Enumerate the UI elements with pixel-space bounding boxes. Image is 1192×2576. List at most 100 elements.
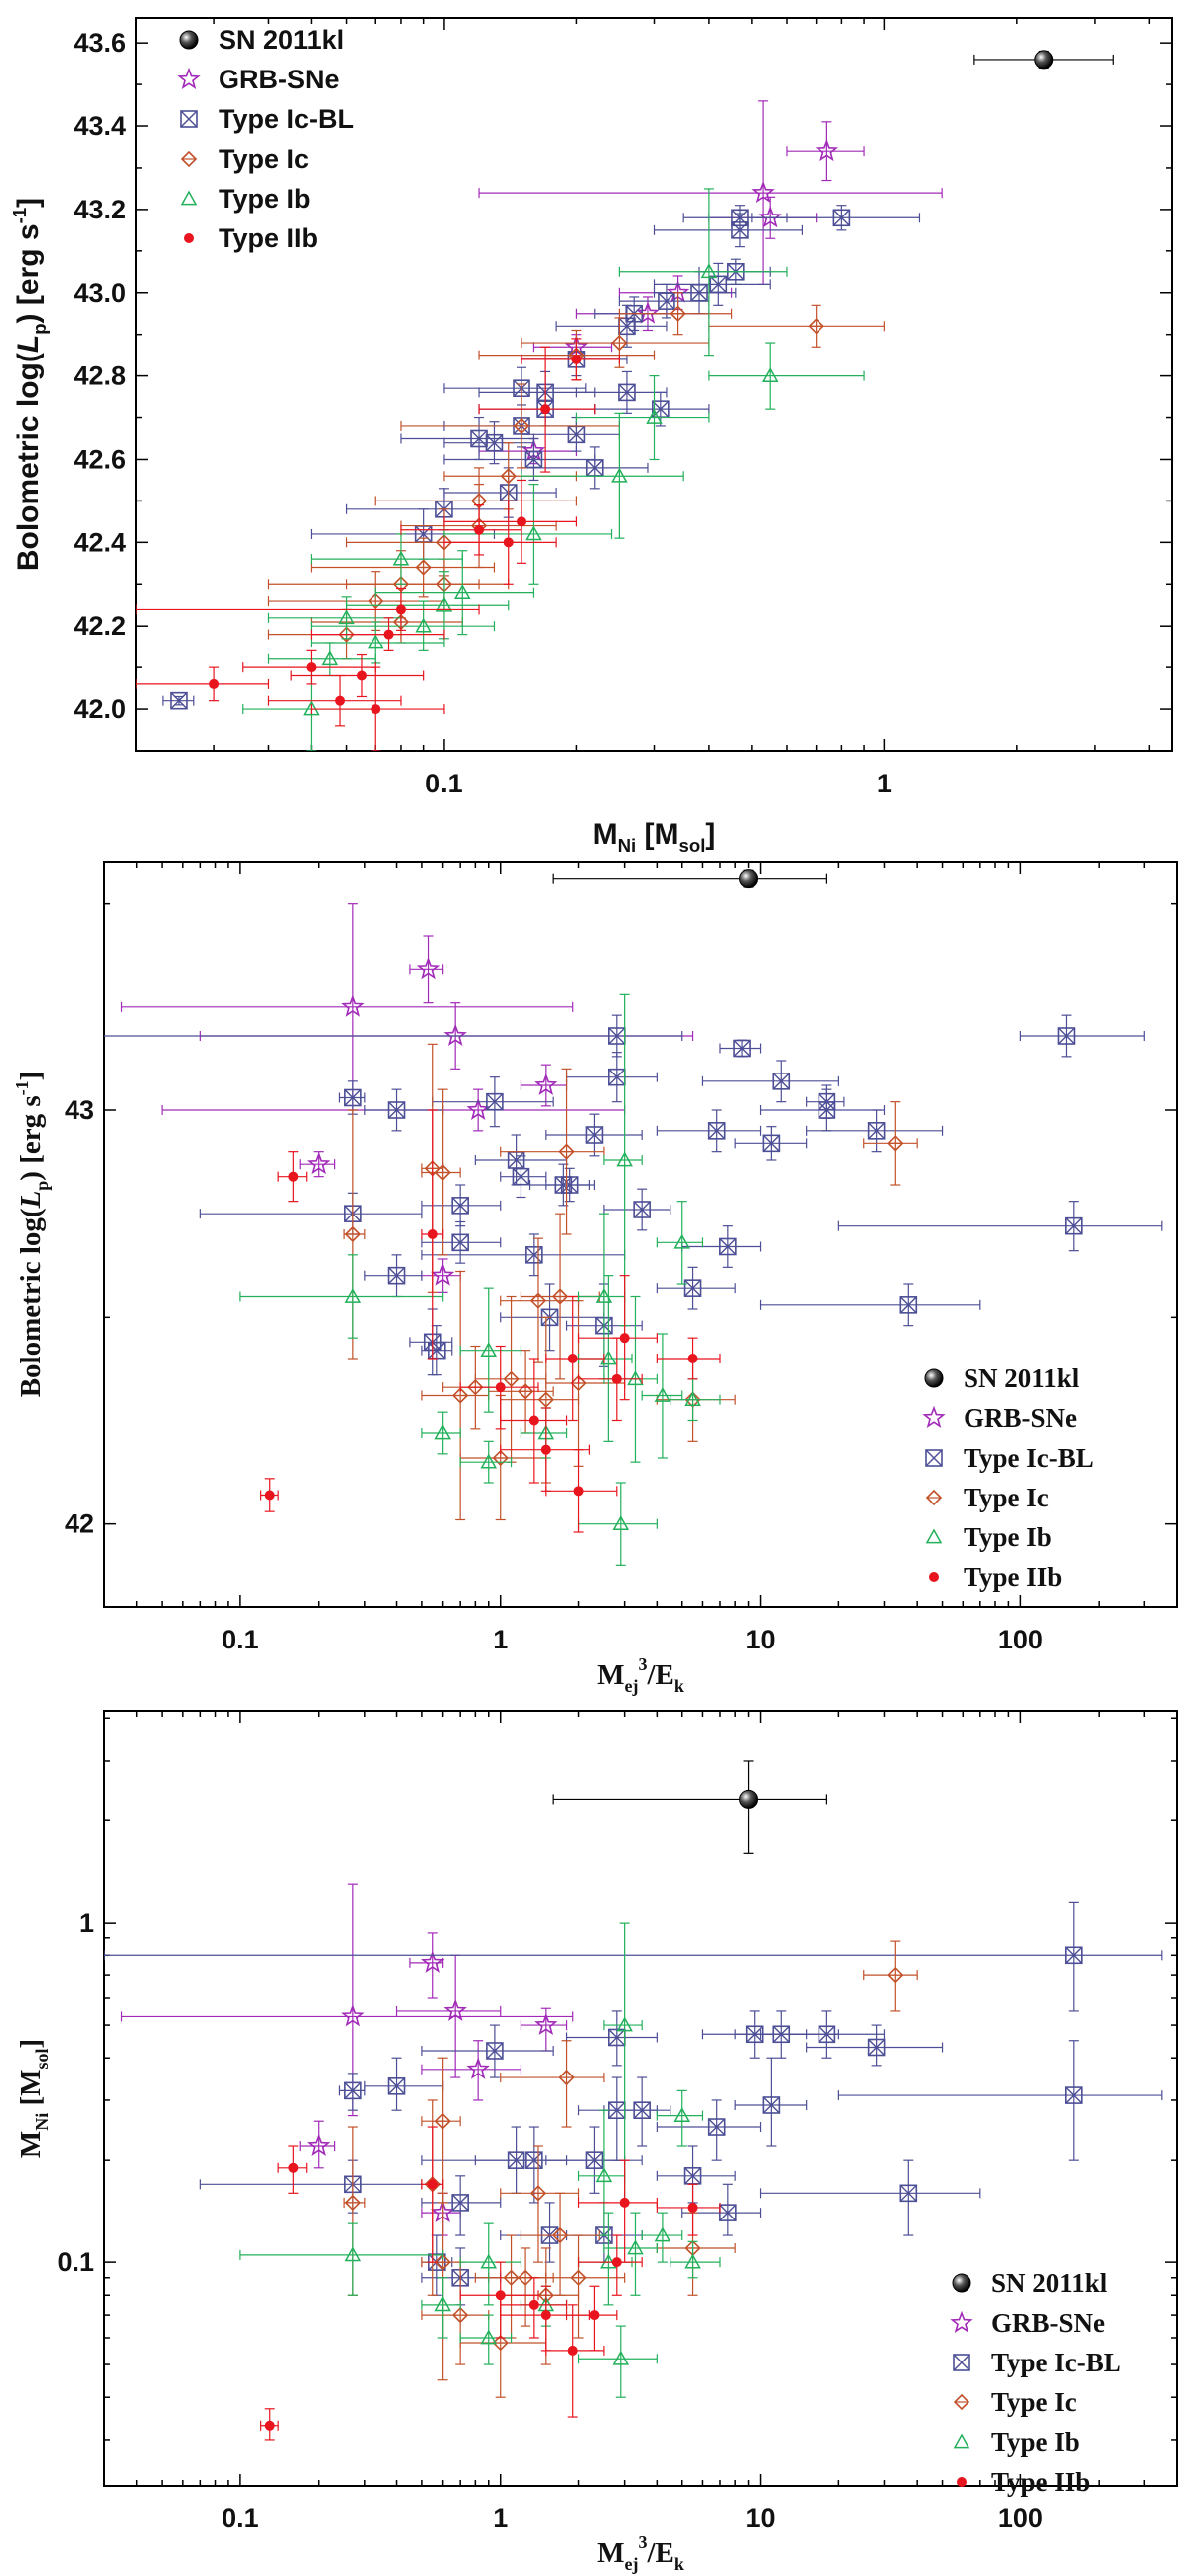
marker-cross: [708, 1122, 726, 1140]
marker-cross: [731, 221, 749, 239]
y-tick-label: 0.1: [57, 2247, 94, 2277]
marker-cross: [554, 1176, 572, 1194]
x-label-main: M: [593, 818, 618, 851]
marker-cross: [415, 525, 433, 543]
y-label-f: ]: [12, 198, 45, 208]
data-point-xbox: [832, 209, 851, 227]
data-point-diamond: [551, 1288, 569, 1305]
data-point-diamond: [368, 592, 384, 610]
marker-cross: [868, 1122, 886, 1140]
marker-diamond: [500, 468, 517, 485]
marker-box: [387, 1266, 406, 1285]
marker-box: [1057, 1027, 1076, 1045]
legend-label: Type Ib: [219, 184, 311, 214]
error-bar: [577, 1482, 658, 1566]
data-point-diamond: [517, 1383, 534, 1400]
data-point-triangle: [646, 409, 663, 424]
data-point-dot: [335, 695, 346, 706]
y-label-a: Bolometric log(: [15, 1208, 47, 1397]
data-point-xbox: [762, 1134, 781, 1153]
error-bar: [310, 537, 496, 598]
legend-label: Type IIb: [964, 1562, 1062, 1592]
data-point-xbox: [387, 2076, 406, 2095]
marker-box: [818, 2025, 836, 2044]
error-bar: [786, 121, 865, 182]
x-axis-label: MNi [Msol]: [593, 818, 716, 856]
marker-box: [524, 450, 543, 469]
data-point-xbox: [387, 1101, 406, 1119]
data-point-star: [534, 2012, 558, 2036]
marker-cross: [719, 1238, 737, 1255]
legend-item: Type Ib: [925, 1522, 1052, 1552]
legend-label: SN 2011kl: [991, 2268, 1108, 2298]
marker-box: [719, 1237, 737, 1256]
error-bar: [421, 2175, 502, 2236]
data-point-xbox: [585, 1126, 604, 1144]
data-point-xbox: [683, 1279, 702, 1297]
data-point-dot: [371, 704, 381, 715]
data-point-triangle: [415, 617, 432, 633]
error-bar: [577, 1275, 633, 1442]
marker-diamond: [558, 1143, 575, 1160]
error-bar: [521, 412, 684, 539]
series-type-iib: [136, 338, 620, 751]
y-label-b: L: [12, 335, 45, 353]
data-point-diamond: [344, 2194, 361, 2212]
error-bar: [459, 2222, 522, 2306]
data-point-star: [466, 1097, 490, 1120]
x-tick-label: 0.1: [222, 1625, 259, 1654]
data-point-xbox: [733, 1039, 751, 1058]
legend-marker-ball: [179, 30, 199, 50]
x-label-rest: /E: [646, 2537, 673, 2569]
marker-box: [707, 2118, 726, 2136]
data-point-star: [307, 2133, 331, 2156]
legend-item: Type Ib: [180, 184, 311, 214]
marker-box: [525, 2151, 543, 2169]
marker-cross: [762, 2096, 780, 2114]
marker-cross: [1065, 1946, 1083, 1964]
error-bar: [670, 2240, 721, 2279]
y-label-c: p: [32, 1181, 52, 1191]
marker-diamond: [558, 2069, 575, 2086]
data-point-triangle: [344, 2246, 362, 2262]
legend-item: Type Ic-BL: [953, 2348, 1121, 2377]
legend-item: SN 2011kl: [952, 2268, 1108, 2298]
marker-box: [554, 1176, 573, 1194]
data-point-diamond: [558, 2069, 575, 2086]
data-point-diamond: [529, 1292, 547, 1309]
marker-cross: [708, 2118, 726, 2136]
marker-cross: [684, 1279, 702, 1297]
marker-cross: [586, 459, 604, 477]
marker-box: [470, 429, 488, 448]
marker-diamond: [670, 305, 686, 322]
data-layer: [104, 869, 1163, 1566]
plot-frame: [103, 1710, 1178, 2487]
marker-diamond: [513, 417, 530, 435]
data-point-star: [815, 138, 839, 162]
marker-cross: [633, 1201, 651, 1218]
marker-diamond: [452, 1387, 469, 1404]
data-point-xbox: [899, 1296, 918, 1314]
data-point-xbox: [618, 383, 636, 402]
data-point-diamond: [344, 1225, 361, 1243]
marker-diamond: [452, 2306, 469, 2324]
marker-cross: [608, 2101, 626, 2119]
legend-marker-dot: [957, 2477, 967, 2487]
x-tick-label: 100: [998, 2504, 1043, 2533]
marker-box: [683, 1279, 702, 1297]
marker-box: [170, 691, 188, 710]
data-point-triangle: [434, 2296, 451, 2312]
series-type-ic-bl: [162, 205, 921, 710]
legend: SN 2011kl GRB-SNe Type Ic-BL Type Ic Type Ib…: [950, 2268, 1121, 2497]
legend-label: Type Ic-BL: [964, 1443, 1094, 1473]
data-point-triangle: [673, 2107, 691, 2122]
data-point-diamond: [808, 318, 824, 335]
data-point-diamond: [537, 1391, 554, 1408]
data-point-triangle: [392, 550, 410, 566]
error-bar: [459, 1440, 513, 1484]
error-bar: [299, 2120, 336, 2169]
marker-diamond: [492, 2334, 509, 2352]
plot-frame: [103, 861, 1178, 1608]
marker-box: [762, 1134, 781, 1153]
legend-marker-ball: [924, 1368, 944, 1388]
